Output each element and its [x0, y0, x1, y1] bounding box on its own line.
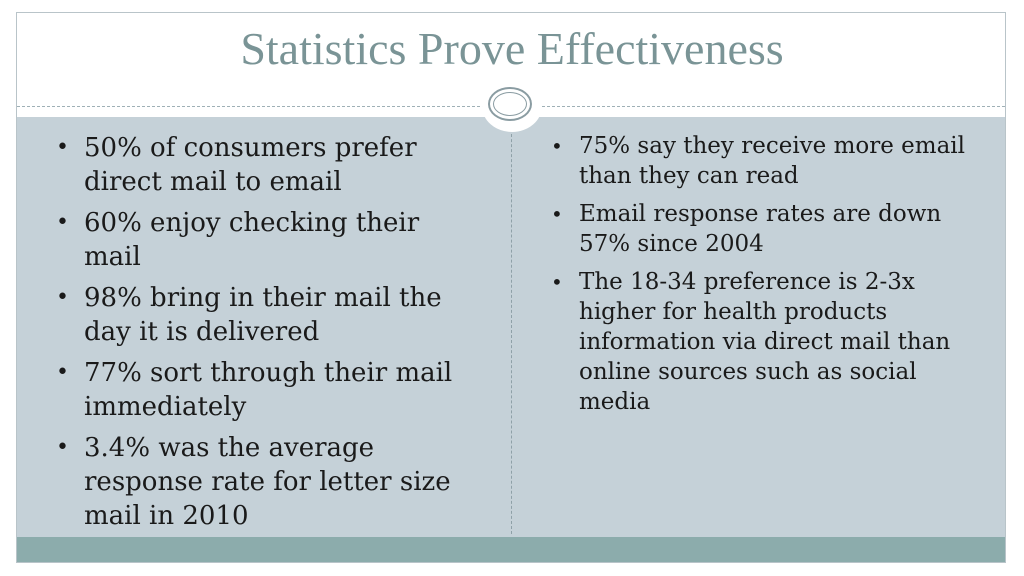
- bullet-item: 3.4% was the average response rate for l…: [52, 431, 482, 533]
- bullet-item: 75% say they receive more email than the…: [548, 131, 988, 191]
- bullet-item: 50% of consumers prefer direct mail to e…: [52, 131, 482, 199]
- column-divider: [511, 124, 512, 534]
- footer-bar: [17, 537, 1005, 562]
- left-bullet-list: 50% of consumers prefer direct mail to e…: [52, 131, 482, 540]
- bullet-item: Email response rates are down 57% since …: [548, 199, 988, 259]
- bullet-item: 98% bring in their mail the day it is de…: [52, 281, 482, 349]
- bullet-item: The 18-34 preference is 2-3x higher for …: [548, 267, 988, 417]
- bullet-item: 77% sort through their mail immediately: [52, 356, 482, 424]
- bullet-item: 60% enjoy checking their mail: [52, 206, 482, 274]
- ornament-ring-icon: [488, 87, 532, 121]
- slide-title: Statistics Prove Effectiveness: [240, 23, 784, 74]
- ornament-inner-ring-icon: [493, 92, 527, 116]
- right-bullet-list: 75% say they receive more email than the…: [548, 131, 988, 425]
